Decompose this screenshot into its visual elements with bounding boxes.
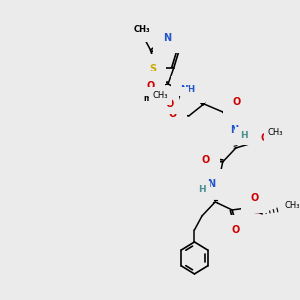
Text: N: N: [207, 179, 215, 189]
Text: O: O: [250, 193, 259, 203]
Text: O: O: [202, 155, 210, 165]
Text: methoxy: methoxy: [144, 94, 181, 103]
Text: N: N: [230, 125, 238, 135]
Text: H: H: [240, 131, 247, 140]
Text: CH₃: CH₃: [134, 25, 150, 34]
Text: O: O: [233, 97, 241, 107]
Text: O: O: [232, 225, 240, 235]
Text: O: O: [166, 99, 174, 109]
Text: CH₃: CH₃: [268, 128, 283, 137]
Text: S: S: [150, 64, 157, 74]
Polygon shape: [194, 96, 205, 105]
Text: O: O: [147, 81, 155, 91]
Text: CH₃: CH₃: [153, 92, 168, 100]
Text: H: H: [198, 185, 206, 194]
Text: CH₃: CH₃: [285, 201, 300, 210]
Text: O: O: [260, 133, 268, 143]
Text: N: N: [163, 33, 171, 43]
Text: O: O: [169, 109, 177, 119]
Text: NH: NH: [180, 85, 196, 94]
